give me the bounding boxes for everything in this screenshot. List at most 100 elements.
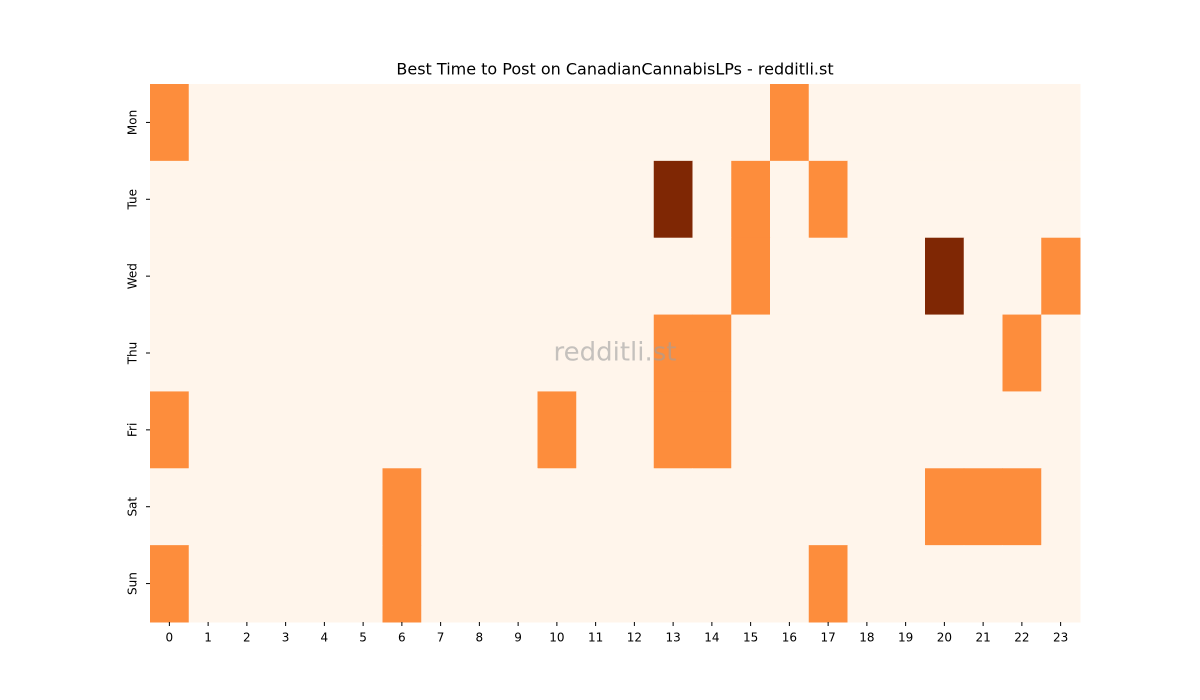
heatmap-cell: [498, 237, 538, 316]
heatmap-cell: [963, 545, 1003, 623]
heatmap-cell: [150, 314, 190, 392]
heatmap-cell: [770, 545, 810, 623]
y-tick-label: Wed: [126, 263, 140, 289]
heatmap-cell: [305, 160, 345, 239]
heatmap-cell: [886, 84, 926, 162]
heatmap-cell: [150, 237, 190, 316]
heatmap-cell: [576, 314, 616, 392]
heatmap-cell: [770, 84, 810, 162]
heatmap-cell: [343, 468, 383, 546]
heatmap-cell: [498, 391, 538, 469]
heatmap-cell: [886, 160, 926, 239]
x-tick-label: 23: [1053, 631, 1068, 645]
heatmap-cell: [1002, 391, 1042, 469]
heatmap-cell: [421, 237, 461, 316]
heatmap-cell: [653, 391, 693, 469]
chart-title: Best Time to Post on CanadianCannabisLPs…: [396, 60, 833, 79]
x-tick-label: 8: [476, 631, 484, 645]
heatmap-cell: [692, 314, 732, 392]
heatmap-cell: [460, 545, 500, 623]
heatmap-cell: [421, 314, 461, 392]
heatmap-cell: [1002, 314, 1042, 392]
heatmap-cell: [343, 314, 383, 392]
heatmap-cell: [731, 468, 771, 546]
x-tick-label: 9: [514, 631, 522, 645]
heatmap-cell: [227, 84, 267, 162]
heatmap-cell: [615, 314, 655, 392]
heatmap-cell: [188, 391, 228, 469]
heatmap-cell: [731, 237, 771, 316]
heatmap-cell: [382, 545, 422, 623]
heatmap-cell: [847, 391, 887, 469]
heatmap-cell: [808, 314, 848, 392]
heatmap-cell: [188, 237, 228, 316]
x-tick-label: 0: [166, 631, 174, 645]
heatmap-cell: [150, 84, 190, 162]
heatmap-cell: [963, 237, 1003, 316]
x-tick-label: 3: [282, 631, 290, 645]
heatmap-cell: [150, 160, 190, 239]
heatmap-cell: [227, 237, 267, 316]
heatmap-cell: [886, 545, 926, 623]
heatmap-cell: [1002, 468, 1042, 546]
heatmap-cell: [653, 314, 693, 392]
heatmap-cell: [1041, 468, 1081, 546]
x-tick-label: 15: [743, 631, 758, 645]
heatmap-cell: [266, 237, 306, 316]
heatmap-cell: [305, 391, 345, 469]
heatmap-cell: [498, 84, 538, 162]
heatmap-cell: [963, 160, 1003, 239]
heatmap-cell: [847, 84, 887, 162]
heatmap-cell: [886, 391, 926, 469]
heatmap-cell: [343, 160, 383, 239]
heatmap-cell: [460, 391, 500, 469]
heatmap-cell: [537, 160, 577, 239]
y-tick-label: Thu: [126, 342, 140, 366]
heatmap-cell: [963, 391, 1003, 469]
heatmap-cell: [576, 84, 616, 162]
heatmap-cell: [150, 468, 190, 546]
heatmap-cell: [1002, 237, 1042, 316]
heatmap-cell: [808, 237, 848, 316]
heatmap-cell: [266, 84, 306, 162]
heatmap-cell: [1041, 160, 1081, 239]
heatmap-cell: [382, 84, 422, 162]
heatmap-cell: [150, 545, 190, 623]
heatmap-cell: [576, 391, 616, 469]
heatmap-cell: [421, 391, 461, 469]
heatmap-cell: [498, 314, 538, 392]
y-tick-label: Mon: [126, 110, 140, 135]
heatmap-cell: [382, 314, 422, 392]
heatmap-cell: [615, 468, 655, 546]
heatmap-cell: [925, 545, 965, 623]
heatmap-cell: [731, 391, 771, 469]
x-tick-label: 6: [398, 631, 406, 645]
heatmap-cell: [227, 314, 267, 392]
heatmap-cell: [576, 468, 616, 546]
heatmap-cell: [150, 391, 190, 469]
heatmap-cell: [343, 545, 383, 623]
heatmap-cell: [615, 84, 655, 162]
heatmap-cell: [537, 314, 577, 392]
x-tick-label: 13: [665, 631, 680, 645]
heatmap-cell: [305, 468, 345, 546]
heatmap-cell: [188, 545, 228, 623]
heatmap-cell: [808, 84, 848, 162]
heatmap-cell: [886, 314, 926, 392]
heatmap-cell: [886, 468, 926, 546]
heatmap-cell: [963, 84, 1003, 162]
heatmap-cell: [227, 160, 267, 239]
heatmap-cell: [421, 84, 461, 162]
y-tick-label: Fri: [126, 423, 140, 437]
watermark: redditli.st: [554, 338, 677, 368]
heatmap-cell: [731, 160, 771, 239]
heatmap-cell: [188, 314, 228, 392]
heatmap-cell: [305, 237, 345, 316]
x-tick-label: 17: [820, 631, 835, 645]
x-tick-label: 22: [1014, 631, 1029, 645]
heatmap-cell: [847, 314, 887, 392]
heatmap-cell: [188, 468, 228, 546]
heatmap-cell: [808, 391, 848, 469]
heatmap-cell: [692, 237, 732, 316]
heatmap-cell: [925, 160, 965, 239]
